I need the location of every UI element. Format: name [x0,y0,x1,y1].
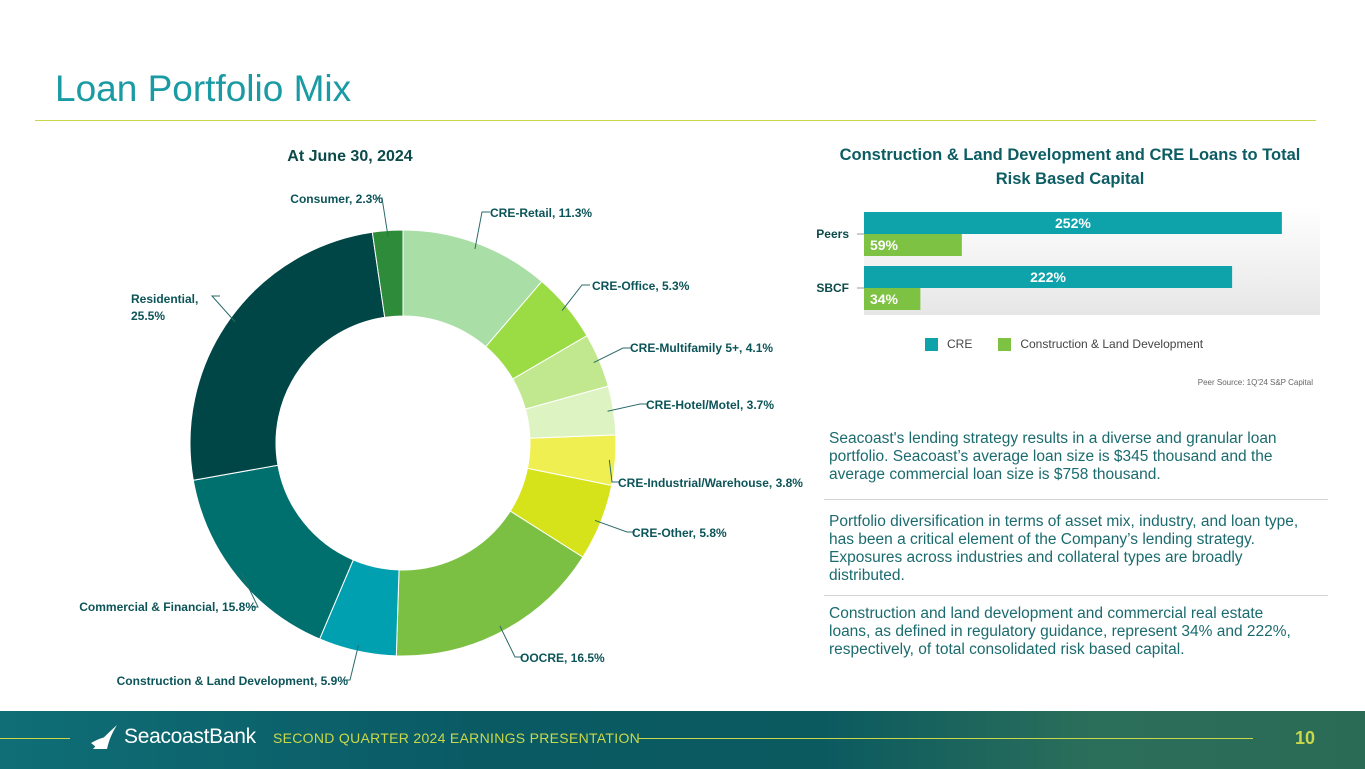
footer-rule-right [638,738,1253,739]
leader-line-consumer [376,197,389,237]
slice-label-oocre: OOCRE, 16.5% [520,651,605,665]
risk-capital-bar-chart: Peers 252% 59% SBCF 222% 34% [816,207,1320,315]
slice-label-cre-retail: CRE-Retail, 11.3% [490,206,592,220]
slice-label-cre-industrial-warehouse: CRE-Industrial/Warehouse, 3.8% [618,476,803,490]
leader-line-cre-retail [474,211,490,250]
legend-label-cre: CRE [947,337,973,351]
slice-label-cre-hotel-motel: CRE-Hotel/Motel, 3.7% [646,398,774,412]
leader-line-cre-other [594,519,635,533]
bar-value-cre-sbcf: 222% [1030,269,1066,285]
bar-cre-sbcf [864,266,1233,288]
title-divider [35,120,1316,121]
bar-chart-legend: CRE Construction & Land Development [925,337,1229,351]
donut-slice-consumer [371,229,404,318]
leader-line-cre-hotel-motel [607,403,648,412]
page-number: 10 [1295,728,1316,748]
legend-item-cre: CRE [925,337,972,351]
slice-label-cre-other: CRE-Other, 5.8% [632,526,727,540]
donut-chart-title: At June 30, 2024 [287,148,413,165]
category-label-sbcf: SBCF [816,281,849,295]
leader-line-cre-office [561,284,590,311]
paragraph-loan-size: Seacoast's lending strategy results in a… [829,430,1277,483]
source-note: Peer Source: 1Q'24 S&P Capital [1197,378,1313,387]
loan-mix-donut-chart: CRE-Retail, 11.3% CRE-Office, 5.3% CRE-Mul… [79,192,803,688]
slice-label-residential: Residential, 25.5% [131,292,198,323]
page-title: Loan Portfolio Mix [55,68,352,109]
bar-construction-land-development-sbcf [864,288,921,310]
bar-value-cre-peers: 252% [1055,215,1091,231]
legend-item-construction: Construction & Land Development [998,337,1203,351]
leader-line-construction-land-development [344,645,359,681]
brand-name: SeacoastBank [124,725,256,748]
footer-bar: SeacoastBank SECOND QUARTER 2024 EARNING… [0,711,1365,769]
leader-line-residential [210,295,236,323]
legend-swatch-construction [998,337,1012,351]
donut-slice-residential [189,231,386,481]
bar-chart-title: Construction & Land Development and CRE … [830,143,1310,191]
leader-line-cre-multifamily-5 [593,347,631,364]
separator [824,499,1328,500]
bar-chart-title-text: Construction & Land Development and CRE … [839,146,1301,188]
slice-label-cre-multifamily-5: CRE-Multifamily 5+, 4.1% [630,341,773,355]
sailboat-icon [91,725,117,749]
slice-label-commercial-financial: Commercial & Financial, 15.8% [79,600,256,614]
slice-label-cre-office: CRE-Office, 5.3% [592,279,690,293]
paragraph-construction-cre: Construction and land development and co… [829,605,1291,658]
leader-line-commercial-financial [240,571,259,608]
legend-swatch-cre [925,337,938,351]
presentation-title: SECOND QUARTER 2024 EARNINGS PRESENTATIO… [273,730,641,746]
legend-label-construction: Construction & Land Development [1020,337,1204,351]
separator [824,595,1328,596]
slice-label-construction-land-development: Construction & Land Development, 5.9% [117,674,349,688]
slice-label-consumer: Consumer, 2.3% [290,192,383,206]
bar-value-construction-land-development-sbcf: 34% [870,291,899,307]
bar-construction-land-development-peers [864,234,962,256]
bar-value-construction-land-development-peers: 59% [870,237,899,253]
paragraph-diversification: Portfolio diversification in terms of as… [829,513,1299,584]
leader-line-oocre [499,625,523,658]
footer-rule-left [0,738,70,739]
category-label-peers: Peers [816,227,849,241]
bar-cre-peers [864,212,1282,234]
leader-line-cre-industrial-warehouse [608,459,620,483]
brand-logo: SeacoastBank [90,723,256,751]
